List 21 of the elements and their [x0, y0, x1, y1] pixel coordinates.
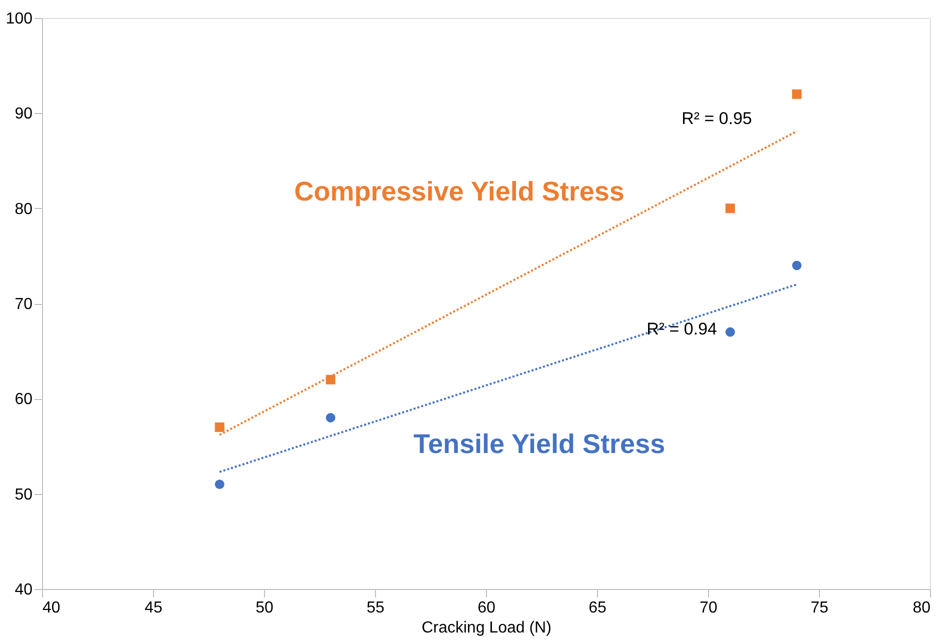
- annotation: R² = 0.95: [682, 109, 752, 128]
- x-tick-label: 55: [366, 600, 384, 616]
- y-tick-label: 80: [14, 200, 33, 218]
- x-tick-label: 80: [912, 600, 931, 616]
- y-tick-label: 60: [14, 391, 33, 408]
- y-tick-label: 50: [14, 486, 33, 504]
- x-axis-title: Cracking Load (N): [422, 620, 552, 636]
- x-tick-label: 65: [588, 600, 606, 616]
- x-tick-label: 50: [256, 600, 274, 616]
- y-tick-label: 70: [14, 296, 33, 313]
- text: Tensile Yield Stress: [413, 428, 666, 459]
- x-tick-label: 40: [42, 600, 60, 616]
- x-tick-label: 45: [144, 600, 162, 616]
- text: Compressive Yield Stress: [294, 176, 624, 206]
- y-tick-label: 100: [6, 10, 33, 28]
- x-tick-label: 75: [810, 600, 828, 616]
- annotation: R² = 0.94: [646, 319, 718, 338]
- y-tick-label: 40: [14, 582, 33, 598]
- x-tick-label: 70: [700, 600, 718, 616]
- y-tick-label: 90: [14, 106, 33, 123]
- x-tick-label: 60: [478, 600, 496, 616]
